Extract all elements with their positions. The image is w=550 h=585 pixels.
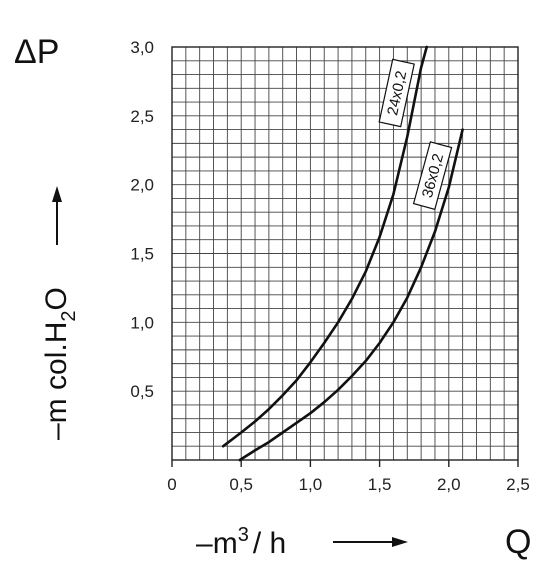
y-tick-labels: 0,5 1,0 1,5 2,0 2,5 3,0: [130, 38, 154, 401]
y-tick-label: 1,0: [130, 313, 154, 332]
series-line-2: [238, 128, 464, 462]
x-tick-label: 2,5: [506, 475, 530, 494]
y-tick-label: 2,5: [130, 107, 154, 126]
y-axis-symbol: ΔP: [14, 33, 59, 71]
series-label-box: [378, 58, 415, 128]
plot-frame: [171, 46, 519, 467]
x-unit-sup: 3: [238, 524, 249, 546]
x-tick-label: 2,0: [437, 475, 461, 494]
y-unit-prefix: –m col.H: [40, 322, 73, 440]
x-axis-unit: –m3/ h: [196, 524, 286, 560]
x-unit-prefix: –: [196, 527, 213, 560]
x-tick-label: 1,0: [299, 475, 323, 494]
x-tick-label: 0,5: [229, 475, 253, 494]
series-line-1: [221, 45, 428, 448]
x-tick-label: 1,5: [368, 475, 392, 494]
y-axis-arrow: [52, 186, 62, 245]
x-tick-labels: 0 0,5 1,0 1,5 2,0 2,5: [167, 475, 530, 494]
y-tick-label: 1,5: [130, 245, 154, 264]
y-unit-sub: 2: [58, 311, 80, 322]
series-label-box: [412, 141, 453, 211]
y-axis-unit: –m col.H2O: [40, 287, 80, 440]
x-unit-main: m: [213, 527, 238, 560]
y-unit-tail: O: [40, 287, 73, 310]
x-axis-arrow: [333, 537, 408, 547]
x-tick-label: 0: [167, 475, 176, 494]
y-tick-label: 3,0: [130, 38, 154, 57]
plot-border: [171, 46, 519, 461]
series-label-1: 24x0,2: [378, 58, 415, 128]
chart-grid: [171, 46, 519, 461]
x-axis-symbol: Q: [505, 523, 531, 561]
y-tick-label: 0,5: [130, 382, 154, 401]
x-unit-tail: / h: [253, 527, 286, 560]
y-tick-label: 2,0: [130, 176, 154, 195]
